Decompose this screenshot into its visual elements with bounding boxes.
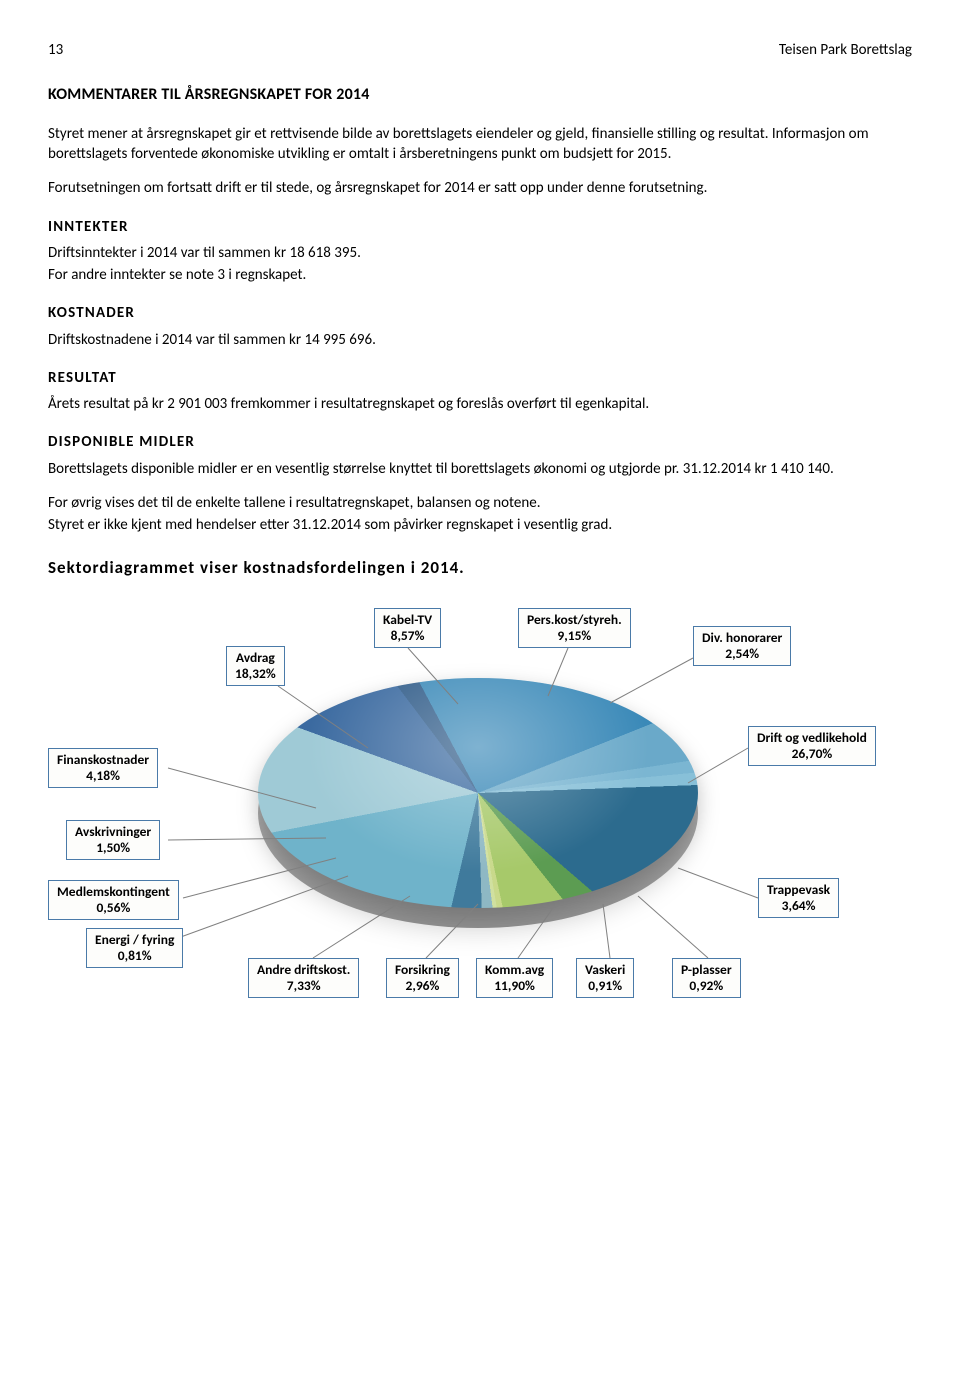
intro-paragraph: Styret mener at årsregnskapet gir et ret…	[48, 124, 912, 165]
section-kostnader: KOSTNADER	[48, 303, 912, 323]
section-inntekter: INNTEKTER	[48, 217, 912, 237]
pie-callout: Drift og vedlikehold26,70%	[748, 726, 876, 766]
page-number: 13	[48, 40, 63, 60]
section-disponible: DISPONIBLE MIDLER	[48, 432, 912, 452]
section-sektor: Sektordiagrammet viser kostnadsfordeling…	[48, 557, 912, 580]
pie-callout: Komm.avg11,90%	[476, 958, 553, 998]
forutsetning-paragraph: Forutsetningen om fortsatt drift er til …	[48, 178, 912, 198]
disponible-paragraph-2: For øvrig vises det til de enkelte talle…	[48, 493, 912, 513]
pie-callout: Vaskeri0,91%	[576, 958, 634, 998]
org-name: Teisen Park Borettslag	[779, 40, 912, 60]
pie-callout: Kabel-TV8,57%	[374, 608, 441, 648]
pie-callout: Medlemskontingent0,56%	[48, 880, 179, 920]
pie-callout: Finanskostnader4,18%	[48, 748, 158, 788]
pie-callout: Pers.kost/styreh.9,15%	[518, 608, 631, 648]
pie-callout: Trappevask3,64%	[758, 878, 839, 918]
resultat-paragraph: Årets resultat på kr 2 901 003 fremkomme…	[48, 394, 912, 414]
disponible-paragraph-1: Borettslagets disponible midler er en ve…	[48, 459, 912, 479]
cost-pie-chart: Pers.kost/styreh.9,15% Div. honorarer2,54…	[48, 608, 908, 1008]
pie-callout: P-plasser0,92%	[672, 958, 741, 998]
pie-callout: Avskrivninger1,50%	[66, 820, 160, 860]
pie-3d-container	[258, 678, 698, 968]
pie-callout: Forsikring2,96%	[386, 958, 459, 998]
section-resultat: RESULTAT	[48, 368, 912, 388]
disponible-paragraph-3: Styret er ikke kjent med hendelser etter…	[48, 515, 912, 535]
inntekter-paragraph-1: Driftsinntekter i 2014 var til sammen kr…	[48, 243, 912, 263]
document-title: KOMMENTARER TIL ÅRSREGNSKAPET FOR 2014	[48, 84, 912, 106]
pie-callout: Avdrag18,32%	[226, 646, 285, 686]
pie-callout: Andre driftskost.7,33%	[248, 958, 359, 998]
pie-callout: Div. honorarer2,54%	[693, 626, 791, 666]
kostnader-paragraph: Driftskostnadene i 2014 var til sammen k…	[48, 330, 912, 350]
pie-callout: Energi / fyring0,81%	[86, 928, 183, 968]
page-header: 13 Teisen Park Borettslag	[48, 40, 912, 60]
inntekter-paragraph-2: For andre inntekter se note 3 i regnskap…	[48, 265, 912, 285]
